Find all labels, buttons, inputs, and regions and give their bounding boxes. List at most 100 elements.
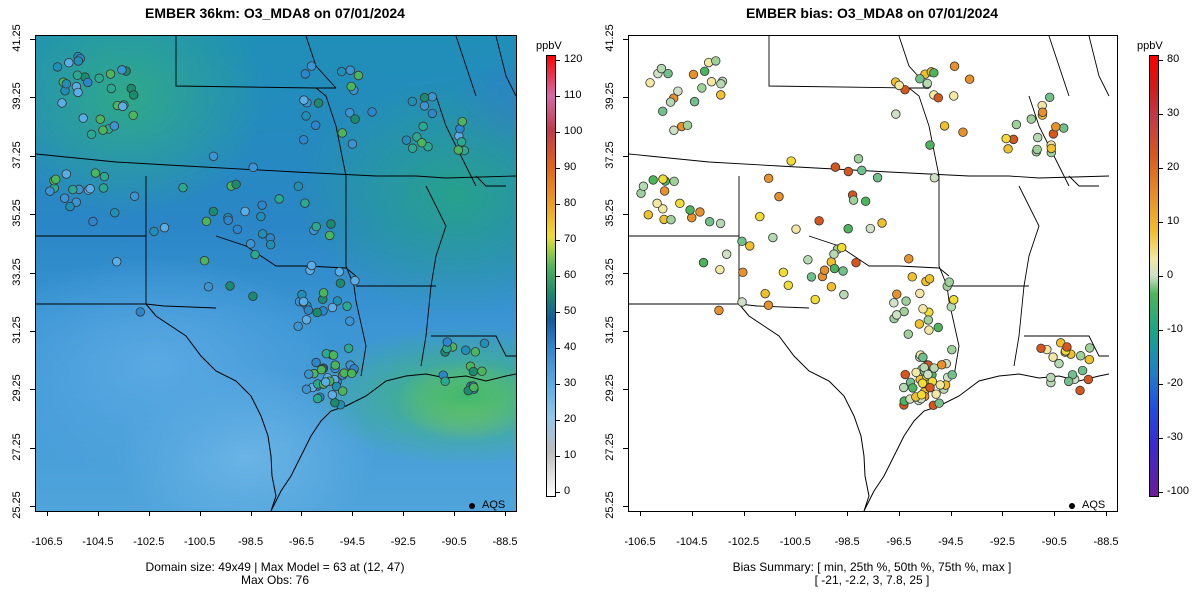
right-colorbar-tick-label: -10 (1167, 323, 1183, 335)
left-x-tick-label: -100.5 (184, 536, 216, 548)
left-y-tick-mark (30, 330, 35, 332)
left-aqs-station-marker (337, 128, 347, 138)
left-aqs-station-marker (312, 393, 323, 404)
right-aqs-station-marker (901, 296, 911, 306)
left-aqs-station-marker (301, 384, 312, 394)
right-aqs-station-marker (791, 224, 801, 234)
left-aqs-station-marker (257, 200, 267, 210)
left-aqs-station-marker (86, 129, 97, 140)
left-state-border (315, 87, 347, 177)
right-aqs-station-marker (838, 266, 848, 276)
right-colorbar-tick-mark (1159, 222, 1163, 223)
left-aqs-station-marker (335, 278, 346, 288)
left-aqs-station-marker (52, 62, 63, 72)
left-x-tick-label: -102.5 (133, 536, 165, 548)
left-aqs-station-marker (337, 386, 348, 396)
left-aqs-station-marker (326, 219, 336, 229)
left-x-tick-mark (47, 511, 48, 516)
left-aqs-station-marker (318, 288, 329, 298)
right-aqs-station-marker (839, 289, 849, 300)
right-aqs-station-marker (1046, 143, 1057, 154)
right-aqs-station-marker (658, 174, 668, 184)
right-aqs-station-marker (944, 277, 954, 287)
right-aqs-station-marker (903, 329, 913, 339)
right-aqs-station-marker (763, 300, 774, 310)
left-aqs-station-marker (274, 194, 284, 204)
left-state-border (475, 175, 506, 187)
left-aqs-station-marker (293, 181, 304, 192)
right-aqs-station-marker (721, 249, 732, 259)
left-state-border (455, 36, 477, 97)
left-aqs-station-marker (109, 121, 120, 131)
right-aqs-station-marker (889, 298, 899, 308)
right-y-tick-mark (623, 506, 628, 507)
right-aqs-station-marker (786, 156, 796, 166)
left-colorbar-tick-mark (556, 276, 560, 277)
left-aqs-station-marker (419, 101, 430, 111)
left-aqs-station-marker (347, 368, 357, 379)
right-aqs-station-marker (904, 254, 914, 264)
right-aqs-station-marker (915, 74, 925, 84)
right-aqs-station-marker (643, 210, 653, 220)
right-y-tick-mark (623, 214, 628, 216)
right-y-tick-label: 31.25 (604, 316, 616, 344)
left-aqs-station-marker (312, 307, 322, 318)
right-aqs-station-marker (934, 398, 944, 408)
right-aqs-station-marker (737, 297, 747, 307)
left-aqs-station-marker (203, 282, 214, 292)
left-aqs-station-marker (427, 92, 437, 102)
right-x-tick-mark (847, 511, 849, 516)
right-aqs-station-marker (949, 61, 960, 71)
right-aqs-station-marker (1051, 122, 1061, 132)
left-aqs-station-marker (316, 365, 327, 375)
right-footer-line2: [ -21, -2.2, 3, 7.8, 25 ] (814, 573, 930, 587)
right-aqs-station-marker (715, 218, 726, 229)
right-aqs-station-marker (922, 78, 933, 89)
left-aqs-station-marker (208, 151, 219, 161)
left-colorbar-tick-mark (556, 96, 560, 97)
left-aqs-station-marker (353, 70, 364, 81)
right-coastline (738, 303, 1110, 511)
left-aqs-station-marker (225, 281, 235, 291)
right-aqs-station-marker (814, 216, 824, 226)
right-aqs-station-marker (704, 217, 715, 227)
left-aqs-station-marker (159, 222, 170, 233)
aqs-legend-marker-left (469, 503, 475, 509)
left-aqs-station-marker (128, 110, 138, 121)
right-x-tick-mark (1106, 511, 1107, 516)
right-aqs-station-marker (857, 165, 867, 176)
right-colorbar-tick-label: -30 (1167, 431, 1183, 443)
left-colorbar-tick-mark (556, 168, 560, 169)
left-aqs-station-marker (301, 315, 312, 325)
left-x-tick-mark (250, 511, 252, 516)
left-y-tick-mark (30, 97, 35, 99)
left-aqs-station-marker (328, 350, 339, 360)
right-y-tick-mark (623, 272, 628, 274)
right-aqs-station-marker (1036, 343, 1046, 353)
right-aqs-station-marker (918, 304, 928, 314)
left-aqs-station-marker (257, 229, 268, 239)
right-colorbar-tick-mark (1159, 114, 1163, 115)
left-y-tick-mark (30, 155, 35, 157)
left-y-tick-label: 37.25 (11, 140, 23, 169)
right-aqs-station-marker (699, 66, 710, 76)
left-x-tick-mark (97, 511, 99, 516)
right-aqs-station-marker (1011, 119, 1022, 130)
left-colorbar-tick-mark (556, 240, 560, 241)
right-colorbar-tick-label: -100 (1167, 485, 1190, 497)
right-aqs-station-marker (1062, 342, 1072, 352)
right-colorbar-tick-label: 20 (1167, 161, 1180, 173)
right-x-tick-label: -98.5 (834, 536, 860, 548)
left-aqs-station-marker (343, 343, 354, 353)
left-aqs-station-marker (83, 77, 93, 88)
left-y-tick-label: 39.25 (11, 82, 23, 111)
right-y-tick-label: 29.25 (604, 374, 616, 403)
right-y-tick-mark (623, 330, 628, 332)
left-colorbar-tick-mark (556, 456, 560, 457)
left-y-tick-mark (30, 272, 35, 274)
left-aqs-station-marker (240, 206, 250, 217)
right-aqs-station-marker (925, 140, 935, 150)
left-aqs-station-marker (417, 138, 427, 148)
left-aqs-station-marker (248, 291, 258, 301)
right-aqs-station-marker (1084, 354, 1094, 365)
